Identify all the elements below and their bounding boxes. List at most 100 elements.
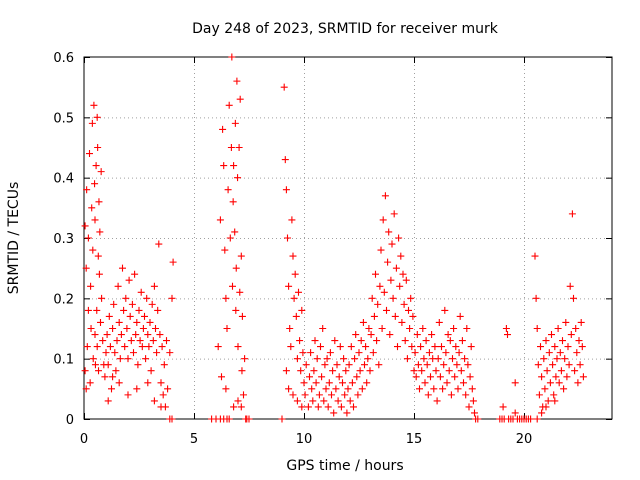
data-point xyxy=(466,373,474,381)
data-point xyxy=(462,391,470,399)
data-point xyxy=(430,385,438,393)
data-point xyxy=(358,385,366,393)
data-point xyxy=(155,240,163,248)
data-point xyxy=(511,409,519,417)
data-point xyxy=(130,349,137,357)
data-point xyxy=(113,337,121,345)
data-point xyxy=(223,325,231,332)
data-point xyxy=(331,337,339,345)
data-point xyxy=(115,379,123,387)
data-point xyxy=(128,300,136,308)
data-point xyxy=(132,331,140,339)
data-point xyxy=(579,373,587,381)
data-point xyxy=(401,337,409,345)
data-point xyxy=(278,415,286,423)
data-point xyxy=(502,325,510,332)
data-point xyxy=(325,379,333,387)
data-point xyxy=(219,125,227,133)
data-point xyxy=(298,403,306,411)
data-point xyxy=(348,379,356,387)
data-point xyxy=(220,162,228,170)
data-point xyxy=(399,270,407,278)
data-point xyxy=(238,312,246,320)
data-point xyxy=(376,282,384,290)
data-point xyxy=(291,270,299,278)
data-point xyxy=(322,385,330,393)
data-point xyxy=(398,318,406,326)
data-point xyxy=(344,385,352,393)
data-point xyxy=(564,343,572,351)
data-point xyxy=(88,119,96,127)
data-point xyxy=(115,318,123,326)
data-point xyxy=(391,312,399,320)
data-point xyxy=(301,391,309,399)
data-point xyxy=(234,397,242,405)
data-point xyxy=(471,409,478,417)
data-point xyxy=(335,373,343,381)
data-point xyxy=(556,349,564,357)
data-point xyxy=(384,258,392,266)
data-point xyxy=(449,355,456,363)
data-point xyxy=(531,252,539,260)
axis-ticks xyxy=(84,57,612,420)
data-point xyxy=(122,294,130,302)
data-point xyxy=(557,367,565,375)
data-point xyxy=(396,282,404,290)
data-point xyxy=(310,367,318,375)
data-point xyxy=(312,379,320,387)
data-point xyxy=(445,367,453,375)
data-point xyxy=(464,361,472,369)
data-point xyxy=(90,101,98,109)
data-point xyxy=(570,294,577,302)
data-point xyxy=(231,228,239,236)
data-point xyxy=(572,325,580,332)
data-point xyxy=(377,246,385,254)
data-point xyxy=(340,355,348,363)
data-point xyxy=(289,391,297,399)
data-point xyxy=(123,325,131,332)
data-point xyxy=(467,343,475,351)
data-point xyxy=(575,337,583,345)
data-point xyxy=(229,282,236,290)
data-point xyxy=(308,385,316,393)
data-point xyxy=(232,264,240,272)
data-point xyxy=(542,337,550,345)
data-point xyxy=(446,337,454,345)
data-point xyxy=(568,210,576,218)
data-point xyxy=(367,331,375,339)
data-point xyxy=(422,337,430,345)
data-point xyxy=(230,162,238,170)
data-point xyxy=(127,337,135,345)
data-point xyxy=(286,325,294,332)
data-point xyxy=(93,306,101,314)
data-point xyxy=(236,288,244,296)
data-point xyxy=(323,355,331,363)
data-point xyxy=(299,349,307,357)
chart-title: Day 248 of 2023, SRMTID for receiver mur… xyxy=(192,21,499,37)
x-tick-label: 10 xyxy=(296,432,313,447)
data-point xyxy=(365,325,373,332)
data-point xyxy=(84,234,92,242)
data-point xyxy=(320,397,328,405)
data-point xyxy=(97,318,104,326)
data-point xyxy=(395,234,403,242)
data-point xyxy=(351,355,359,363)
data-point xyxy=(337,403,345,411)
data-point xyxy=(420,355,428,363)
y-tick-label: 0 xyxy=(66,413,74,428)
data-point xyxy=(389,294,397,302)
data-point xyxy=(82,264,90,272)
data-point xyxy=(306,373,313,381)
x-tick-labels: 0 5 10 15 20 xyxy=(80,432,532,447)
data-point xyxy=(137,288,145,296)
data-point xyxy=(104,397,112,405)
data-point xyxy=(146,318,154,326)
data-point xyxy=(116,355,124,363)
data-point xyxy=(83,186,91,194)
data-point xyxy=(461,355,469,363)
data-point xyxy=(117,331,125,339)
data-point xyxy=(238,367,246,375)
data-point xyxy=(450,325,458,332)
